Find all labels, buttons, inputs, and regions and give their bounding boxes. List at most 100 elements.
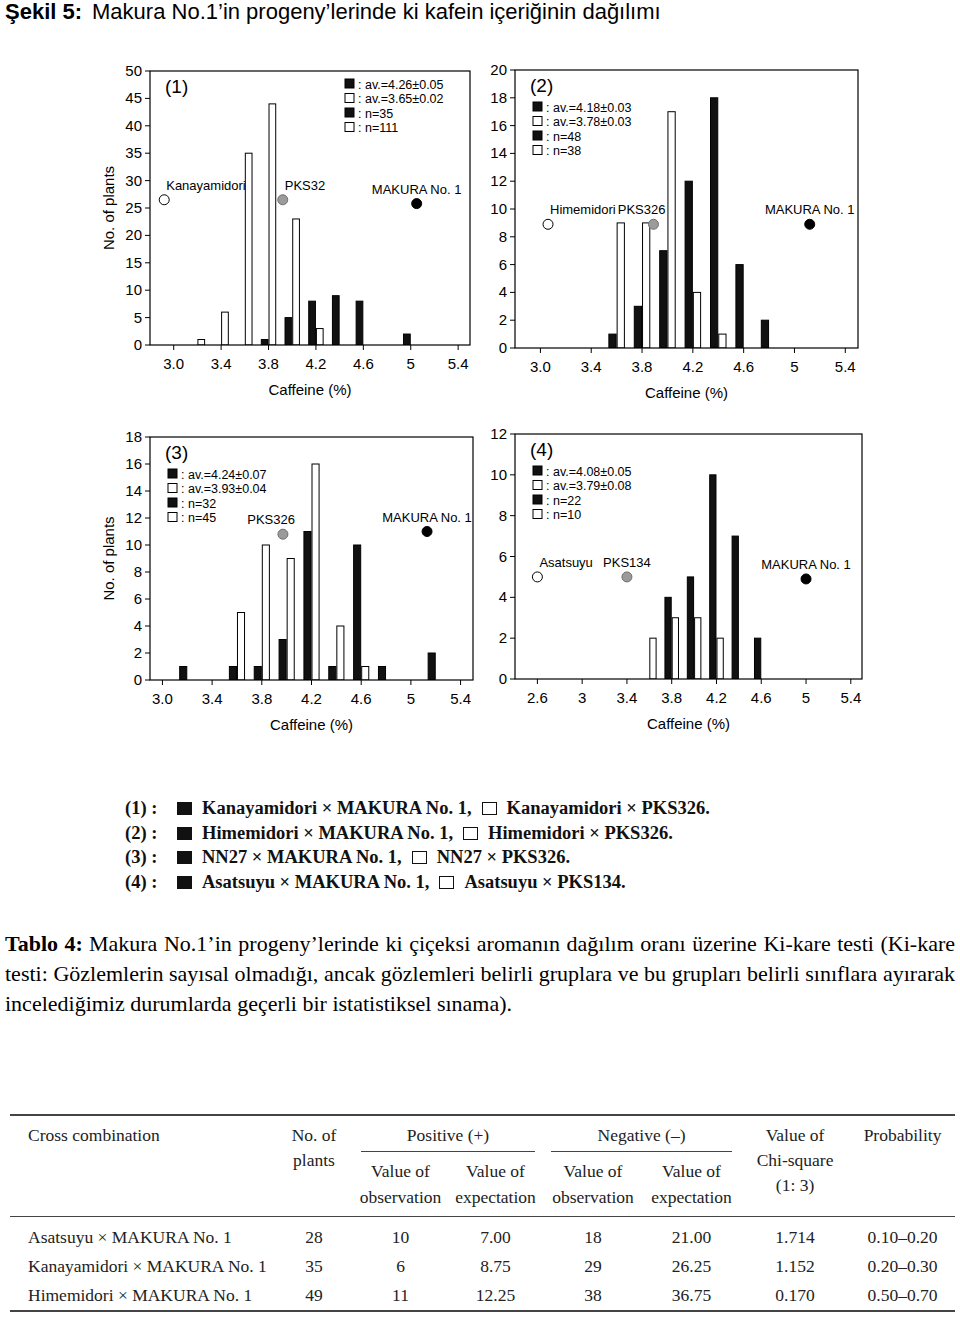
legend-swatch bbox=[345, 94, 354, 103]
chart: 051015202530354045503.03.43.84.24.655.4C… bbox=[100, 62, 470, 398]
x-tick-label: 3.0 bbox=[530, 358, 551, 375]
table-caption-text: Makura No.1’in progeny’lerinde ki çiçeks… bbox=[5, 931, 955, 1016]
bar bbox=[665, 597, 671, 679]
y-tick-label: 8 bbox=[499, 228, 507, 245]
parent-marker bbox=[805, 219, 815, 229]
key-swatch bbox=[177, 851, 192, 864]
y-tick-label: 8 bbox=[134, 563, 142, 580]
y-tick bbox=[510, 70, 515, 71]
x-tick-label: 4.6 bbox=[351, 690, 372, 707]
y-tick bbox=[145, 437, 150, 438]
y-tick-label: 8 bbox=[499, 507, 507, 524]
x-tick-label: 5.4 bbox=[840, 689, 861, 706]
x-tick bbox=[261, 680, 262, 685]
legend-label: : n=111 bbox=[358, 121, 398, 135]
bar bbox=[198, 340, 205, 345]
y-tick-label: 2 bbox=[499, 311, 507, 328]
table-cell: 36.75 bbox=[643, 1281, 740, 1311]
page: Şekil 5:Makura No.1’in progeny’lerinde k… bbox=[0, 0, 960, 1319]
parent-marker bbox=[422, 527, 432, 537]
x-tick-label: 3.4 bbox=[581, 358, 602, 375]
x-tick bbox=[311, 680, 312, 685]
bar bbox=[337, 626, 344, 680]
header-group: Positive (+) bbox=[353, 1115, 543, 1154]
x-axis-label: Caffeine (%) bbox=[270, 716, 353, 733]
panel-title: (3) bbox=[165, 442, 188, 463]
key-text: Asatsuyu × MAKURA No. 1, bbox=[202, 872, 429, 892]
parent-label: PKS32 bbox=[285, 178, 325, 193]
x-tick-label: 5 bbox=[802, 689, 810, 706]
parent-label: Himemidori bbox=[550, 202, 616, 217]
legend-label: : av.=4.08±0.05 bbox=[546, 465, 632, 479]
y-tick bbox=[510, 153, 515, 154]
bar bbox=[261, 340, 268, 345]
x-tick bbox=[458, 345, 459, 350]
parent-marker bbox=[801, 574, 811, 584]
legend-swatch bbox=[533, 117, 542, 126]
table-header: Cross combinationNo. of plantsPositive (… bbox=[10, 1115, 955, 1217]
x-tick bbox=[794, 348, 795, 353]
x-tick bbox=[410, 680, 411, 685]
bar bbox=[685, 181, 692, 348]
y-tick-label: 16 bbox=[125, 455, 142, 472]
x-tick bbox=[716, 679, 717, 684]
table-cell: 18 bbox=[543, 1217, 643, 1253]
x-tick bbox=[540, 348, 541, 353]
panel-title: (2) bbox=[530, 75, 553, 96]
bar bbox=[687, 577, 693, 679]
y-tick bbox=[145, 208, 150, 209]
parent-label: PKS326 bbox=[618, 202, 666, 217]
bars bbox=[198, 104, 410, 345]
table-cell: 10 bbox=[353, 1217, 448, 1253]
bar bbox=[332, 296, 339, 345]
key-text: Himemidori × MAKURA No. 1, bbox=[202, 823, 453, 843]
x-tick-label: 5 bbox=[790, 358, 798, 375]
key-line: (3) :NN27 × MAKURA No. 1,NN27 × PKS326. bbox=[125, 845, 710, 870]
parent-label: PKS134 bbox=[603, 555, 651, 570]
y-tick-label: 5 bbox=[134, 309, 142, 326]
y-tick-label: 4 bbox=[134, 617, 142, 634]
x-tick bbox=[582, 679, 583, 684]
bar bbox=[180, 667, 187, 681]
y-tick-label: 0 bbox=[134, 336, 142, 353]
table-cell: 6 bbox=[353, 1252, 448, 1281]
y-tick-label: 0 bbox=[499, 670, 507, 687]
key-text: Asatsuyu × PKS134. bbox=[464, 872, 625, 892]
header-subcell: Value of observation bbox=[353, 1154, 448, 1217]
table-cell: 26.25 bbox=[643, 1252, 740, 1281]
y-tick-label: 6 bbox=[134, 590, 142, 607]
y-tick bbox=[510, 97, 515, 98]
bar bbox=[269, 104, 276, 345]
y-tick bbox=[145, 153, 150, 154]
y-tick bbox=[145, 125, 150, 126]
y-tick-label: 40 bbox=[125, 117, 142, 134]
x-tick-label: 5 bbox=[407, 690, 415, 707]
x-tick-label: 3.8 bbox=[258, 355, 279, 372]
y-tick bbox=[145, 262, 150, 263]
legend-swatch bbox=[168, 498, 177, 507]
table-row: Asatsuyu × MAKURA No. 128107.001821.001.… bbox=[10, 1217, 955, 1253]
y-tick-label: 25 bbox=[125, 199, 142, 216]
x-tick bbox=[591, 348, 592, 353]
x-tick-label: 4.2 bbox=[301, 690, 322, 707]
key-line: (1) :Kanayamidori × MAKURA No. 1,Kanayam… bbox=[125, 796, 710, 821]
y-tick-label: 15 bbox=[125, 254, 142, 271]
parent-label: MAKURA No. 1 bbox=[372, 182, 462, 197]
bar bbox=[761, 320, 768, 348]
legend-label: : av.=3.79±0.08 bbox=[546, 479, 632, 493]
y-tick-label: 45 bbox=[125, 89, 142, 106]
y-tick-label: 14 bbox=[125, 482, 142, 499]
table-caption: Tablo 4:Makura No.1’in progeny’lerinde k… bbox=[5, 929, 955, 1019]
table-row: Kanayamidori × MAKURA No. 13568.752926.2… bbox=[10, 1252, 955, 1281]
x-tick bbox=[173, 345, 174, 350]
x-axis-label: Caffeine (%) bbox=[268, 381, 351, 398]
x-tick bbox=[410, 345, 411, 350]
legend-label: : av.=3.78±0.03 bbox=[546, 115, 632, 129]
bar bbox=[668, 112, 675, 348]
x-tick bbox=[642, 348, 643, 353]
x-tick bbox=[626, 679, 627, 684]
y-tick bbox=[145, 345, 150, 346]
x-tick-label: 3.4 bbox=[202, 690, 223, 707]
table-cell: 28 bbox=[275, 1217, 353, 1253]
x-tick-label: 3.0 bbox=[163, 355, 184, 372]
